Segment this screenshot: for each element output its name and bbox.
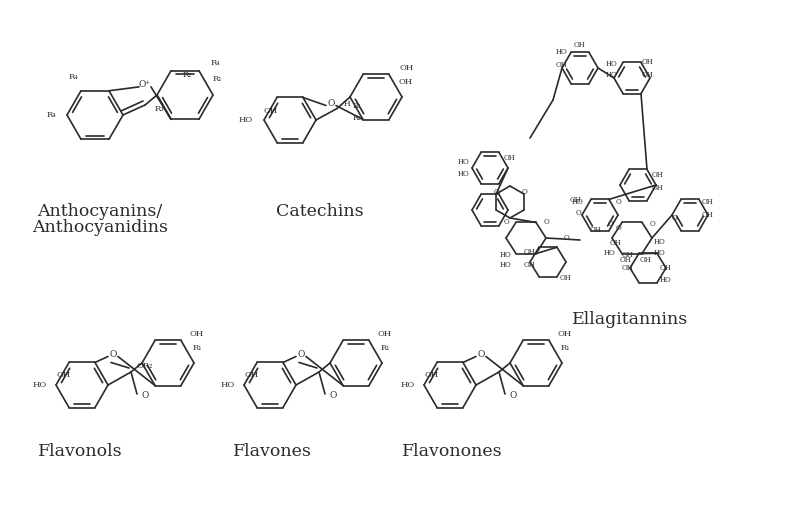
Text: Ellagitannins: Ellagitannins xyxy=(572,312,688,328)
Text: OH: OH xyxy=(57,372,71,379)
Text: HO: HO xyxy=(239,116,253,124)
Text: HO: HO xyxy=(654,249,666,257)
Text: R₁: R₁ xyxy=(212,75,222,83)
Text: R₂: R₂ xyxy=(182,71,192,79)
Text: OH: OH xyxy=(503,154,515,162)
Text: OH: OH xyxy=(558,330,572,339)
Text: OH: OH xyxy=(574,41,586,49)
Text: OH: OH xyxy=(524,261,536,269)
Text: HO: HO xyxy=(33,381,47,389)
Text: O: O xyxy=(110,350,117,359)
Text: R₁: R₁ xyxy=(380,344,390,352)
Text: OH: OH xyxy=(639,256,651,264)
Text: OR₂: OR₂ xyxy=(137,362,153,370)
Text: O: O xyxy=(330,391,337,401)
Text: OH: OH xyxy=(702,211,714,219)
Text: Anthocyanins/: Anthocyanins/ xyxy=(38,204,162,220)
Text: O: O xyxy=(503,218,509,226)
Text: OH: OH xyxy=(622,264,634,272)
Text: Anthocyanidins: Anthocyanidins xyxy=(32,220,168,236)
Text: HO: HO xyxy=(458,170,470,178)
Text: HO: HO xyxy=(401,381,415,389)
Text: HO: HO xyxy=(660,276,672,284)
Text: OH: OH xyxy=(610,239,622,247)
Text: OH: OH xyxy=(556,61,568,69)
Text: OH: OH xyxy=(524,248,536,256)
Text: Catechins: Catechins xyxy=(276,204,364,220)
Text: R₁: R₁ xyxy=(192,344,202,352)
Text: O⁺: O⁺ xyxy=(139,80,151,89)
Text: O: O xyxy=(615,198,621,206)
Text: OH: OH xyxy=(589,226,601,234)
Text: HO: HO xyxy=(500,261,512,269)
Text: HO: HO xyxy=(606,60,618,68)
Text: OH: OH xyxy=(652,184,664,192)
Text: Flavones: Flavones xyxy=(233,444,311,461)
Text: H: H xyxy=(344,100,350,109)
Text: OH: OH xyxy=(622,251,634,259)
Text: OH: OH xyxy=(190,330,204,339)
Text: O: O xyxy=(142,391,149,401)
Text: R₄: R₄ xyxy=(68,73,78,81)
Text: HO: HO xyxy=(654,238,666,246)
Text: OH: OH xyxy=(245,372,259,379)
Text: O: O xyxy=(298,350,305,359)
Text: O: O xyxy=(521,188,527,196)
Text: O: O xyxy=(672,214,678,222)
Text: R₂: R₂ xyxy=(353,114,362,123)
Text: O: O xyxy=(510,391,517,401)
Text: O: O xyxy=(563,234,569,242)
Text: HO: HO xyxy=(604,249,616,257)
Text: OH: OH xyxy=(652,171,664,179)
Text: OH: OH xyxy=(400,65,414,72)
Text: R₄: R₄ xyxy=(46,111,56,119)
Text: R₁: R₁ xyxy=(353,102,362,111)
Text: O: O xyxy=(607,220,613,228)
Text: Flavonols: Flavonols xyxy=(38,444,122,461)
Text: HO: HO xyxy=(500,251,512,259)
Text: O: O xyxy=(544,218,550,226)
Text: OH: OH xyxy=(378,330,392,339)
Text: OH: OH xyxy=(660,264,672,272)
Text: OH: OH xyxy=(619,256,631,264)
Text: O: O xyxy=(615,224,621,232)
Text: HO: HO xyxy=(606,71,618,79)
Text: O: O xyxy=(478,350,485,359)
Text: OH: OH xyxy=(702,198,714,206)
Text: O: O xyxy=(576,209,582,217)
Text: HO: HO xyxy=(572,198,584,206)
Text: OH: OH xyxy=(642,71,654,79)
Text: OH: OH xyxy=(560,274,572,282)
Text: OH: OH xyxy=(264,108,278,115)
Text: R₁: R₁ xyxy=(560,344,570,352)
Text: HO: HO xyxy=(556,48,568,56)
Text: HO: HO xyxy=(458,158,470,166)
Text: OH: OH xyxy=(642,58,654,66)
Text: OH: OH xyxy=(570,196,582,204)
Text: O: O xyxy=(493,188,499,196)
Text: HO: HO xyxy=(221,381,235,389)
Text: OH: OH xyxy=(425,372,439,379)
Text: R₄: R₄ xyxy=(210,59,220,67)
Text: O: O xyxy=(649,220,655,228)
Text: R₃: R₃ xyxy=(154,105,164,113)
Text: OH: OH xyxy=(399,78,413,86)
Text: O: O xyxy=(327,99,334,108)
Text: Flavonones: Flavonones xyxy=(402,444,502,461)
